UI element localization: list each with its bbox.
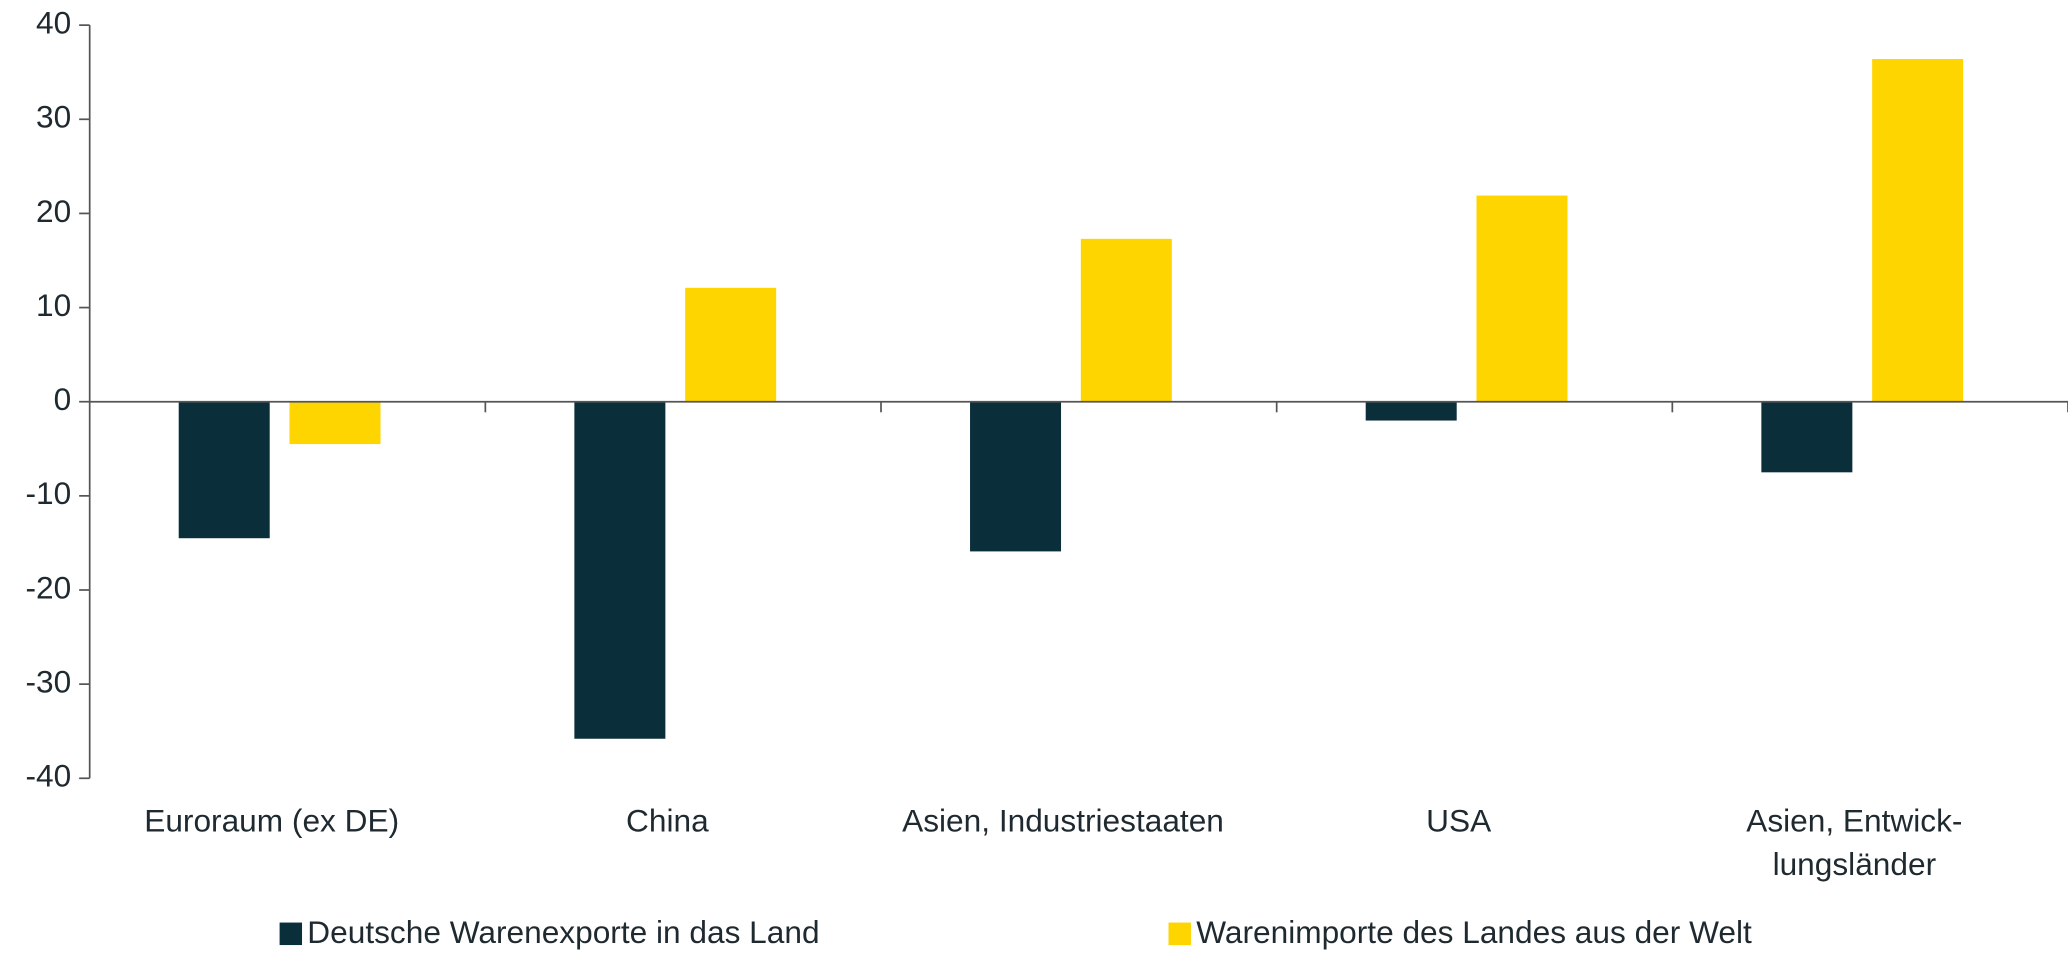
bar [1761, 401, 1853, 473]
y-tick-label: -20 [25, 569, 71, 605]
y-tick-label: 40 [36, 4, 71, 40]
x-tick-label: Euroraum (ex DE) [144, 803, 399, 839]
x-tick-label: Asien, Industriestaaten [902, 803, 1224, 839]
legend-swatch [1168, 922, 1191, 946]
y-tick-label: 10 [36, 287, 71, 323]
y-tick-label: -30 [25, 663, 71, 699]
bar [970, 401, 1062, 552]
y-tick-label: 0 [54, 381, 72, 417]
bar [685, 287, 777, 402]
x-tick-label: China [626, 803, 709, 839]
bar [178, 401, 270, 539]
legend-label: Deutsche Warenexporte in das Land [307, 914, 819, 950]
y-tick-label: 20 [36, 193, 71, 229]
bar [1080, 238, 1172, 402]
bar [1365, 401, 1457, 421]
y-tick-label: 30 [36, 99, 71, 135]
bar [574, 401, 666, 739]
y-tick-label: -10 [25, 475, 71, 511]
x-tick-label: Asien, Entwick-lungsländer [1746, 803, 1962, 883]
legend-swatch [279, 922, 303, 946]
legend-label: Warenimporte des Landes aus der Welt [1196, 914, 1752, 950]
y-tick-label: -40 [25, 758, 71, 794]
bar [289, 401, 381, 445]
bar [1476, 195, 1568, 402]
x-tick-label: USA [1426, 803, 1492, 839]
bar [1872, 59, 1964, 402]
